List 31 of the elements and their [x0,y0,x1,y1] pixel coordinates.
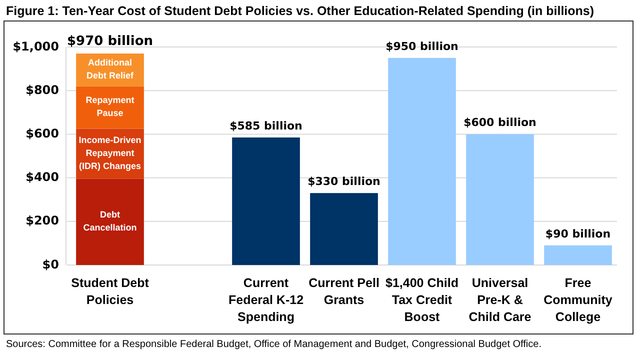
x-tick-label: $1,400 Child Tax Credit Boost [386,276,458,324]
y-tick-label: $0 [42,257,59,272]
chart-title: Figure 1: Ten-Year Cost of Student Debt Policies vs. Other Education-Related Spending (in billions) [6,4,594,18]
total-label: $970 billion [66,34,154,49]
x-tick-label: Current Federal K-12 Spending [228,276,304,324]
y-tick-label: $800 [26,82,59,97]
y-tick-label: $200 [26,214,59,228]
x-tick-label: Student Debt Policies [71,276,150,307]
bar [388,58,456,265]
series-label: Additional Debt Relief [86,58,135,81]
bar [76,178,144,265]
x-tick-label: Current Pell Grants [308,276,380,307]
y-tick-label: $1,000 [12,39,59,54]
bar [310,193,378,265]
total-label: $950 billion [386,40,458,53]
series-label: Repayment Pause [86,95,134,118]
y-tick-label: $600 [26,126,59,140]
source-note: Sources: Committee for a Responsible Federal Budget, Office of Management and Budget, Congressional Budget Office. [6,339,542,350]
bar [544,245,612,265]
bar [76,86,144,129]
bar [466,134,534,265]
total-label: $600 billion [464,116,536,130]
total-label: $90 billion [545,227,611,240]
y-tick-label: $400 [26,170,59,184]
total-label: $585 billion [230,119,302,132]
bar [232,137,300,265]
series-label: Debt Cancellation [83,210,137,233]
series-label: Income-Driven Repayment (IDR) Changes [78,135,142,172]
x-tick-label: Universal Pre-K & Child Care [468,276,532,324]
x-tick-label: Free Community College [544,276,612,324]
total-label: $330 billion [308,175,380,188]
